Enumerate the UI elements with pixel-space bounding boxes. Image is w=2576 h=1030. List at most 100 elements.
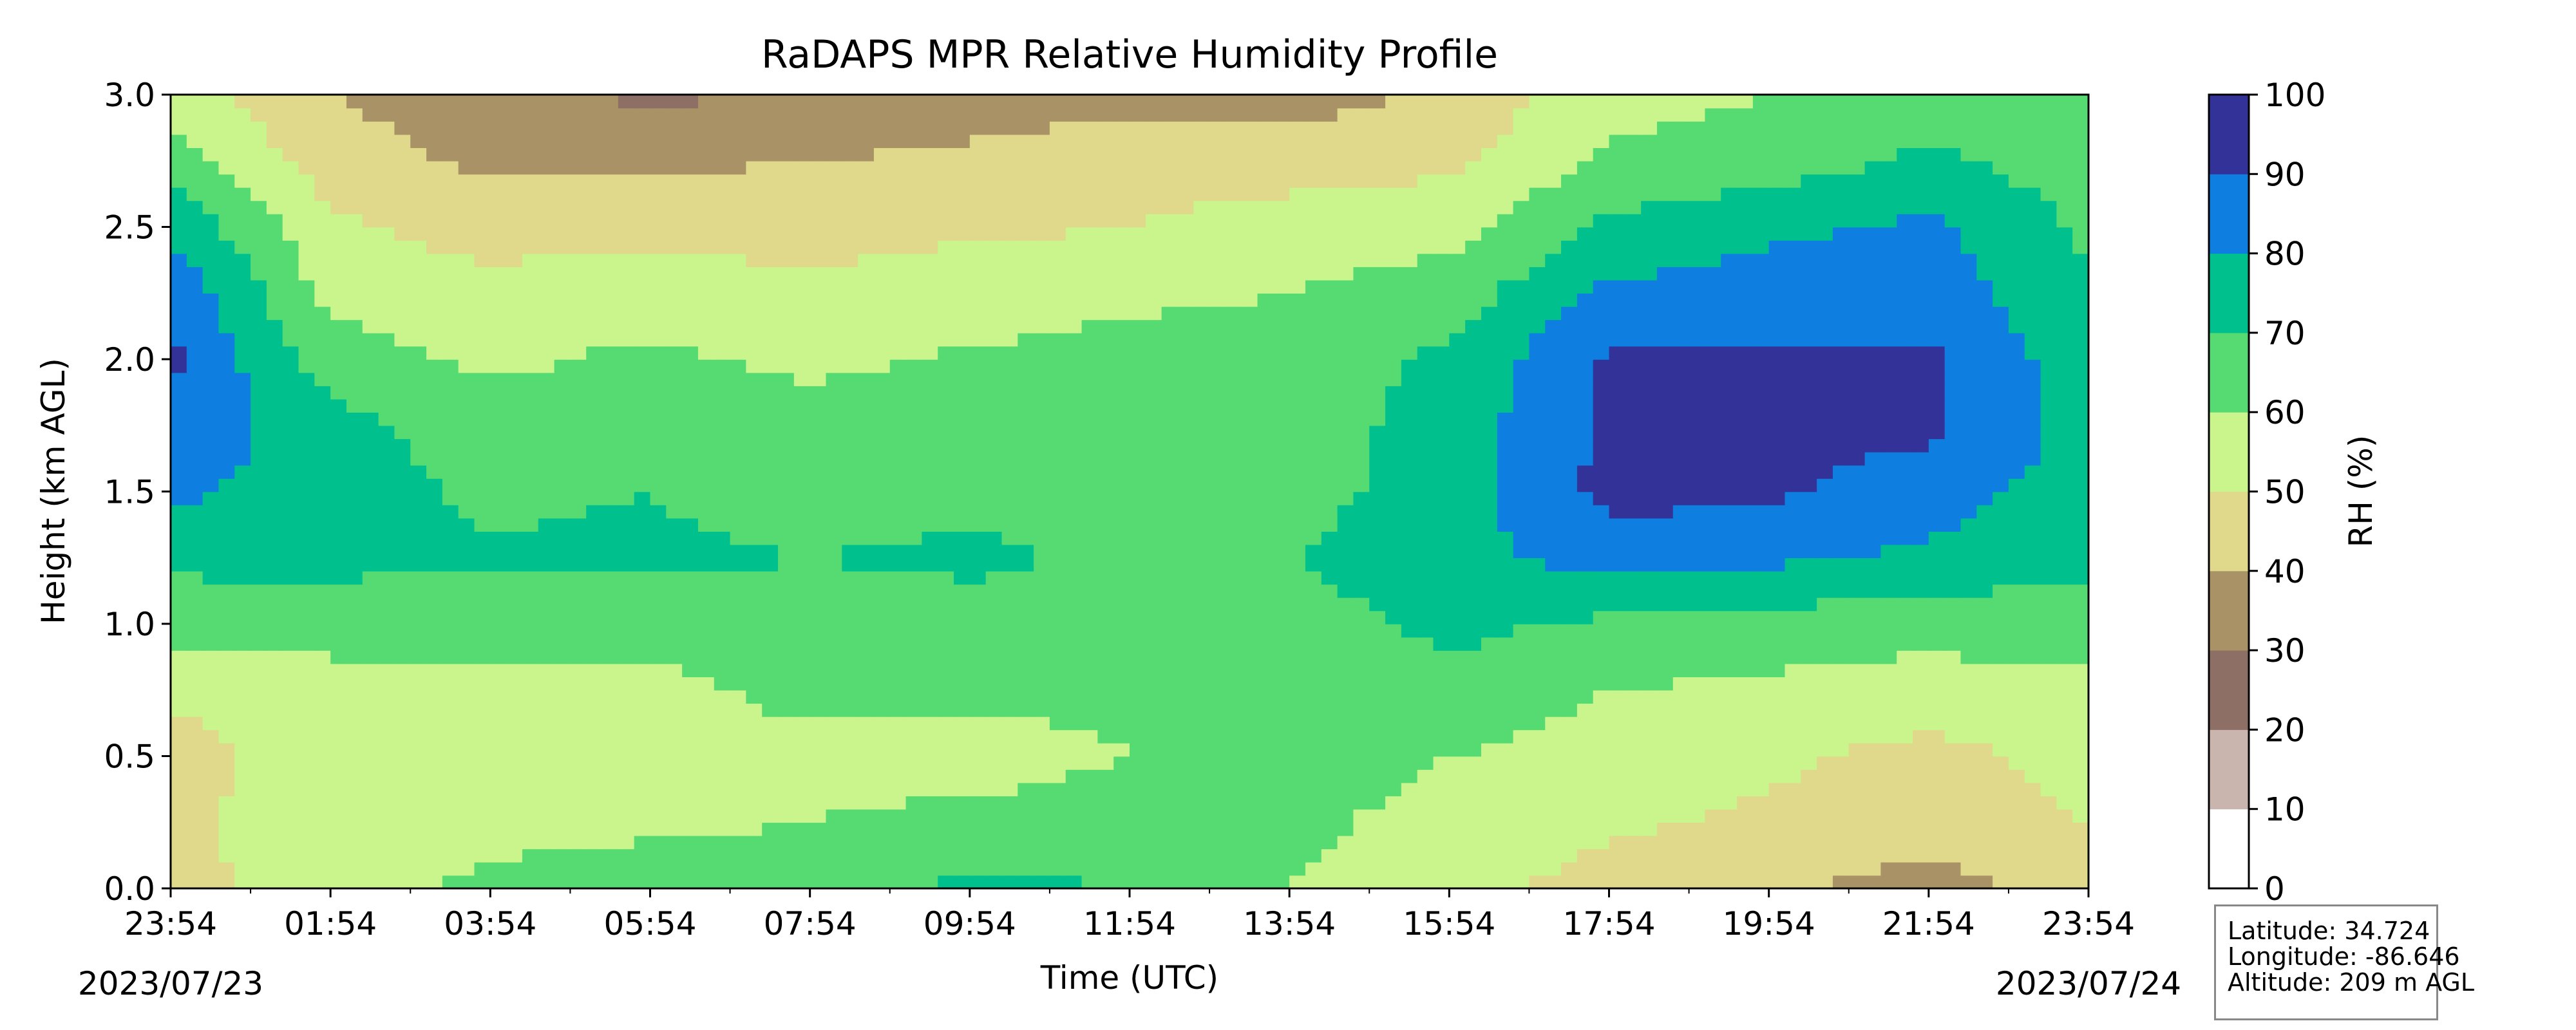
contour-cell xyxy=(697,875,715,888)
contour-cell xyxy=(410,570,427,585)
contour-cell xyxy=(1913,359,1929,373)
contour-cell xyxy=(522,398,539,413)
contour-cell xyxy=(1705,809,1722,823)
contour-cell xyxy=(746,703,763,717)
contour-cell xyxy=(842,610,858,624)
contour-cell xyxy=(1928,716,1946,731)
contour-cell xyxy=(1257,663,1274,677)
contour-cell xyxy=(1913,412,1929,426)
contour-cell xyxy=(1145,835,1162,850)
contour-cell xyxy=(1097,557,1114,572)
contour-cell xyxy=(858,689,875,704)
contour-cell xyxy=(1577,518,1594,532)
contour-cell xyxy=(1385,478,1402,492)
contour-cell xyxy=(1960,491,1978,505)
contour-cell xyxy=(842,346,858,360)
contour-cell xyxy=(938,610,954,624)
contour-cell xyxy=(873,689,891,704)
contour-cell xyxy=(1273,650,1290,664)
contour-cell xyxy=(1672,610,1690,624)
contour-cell xyxy=(442,716,459,731)
contour-cell xyxy=(1928,769,1946,783)
contour-cell xyxy=(378,822,395,836)
contour-cell xyxy=(954,544,971,559)
contour-cell xyxy=(1193,544,1210,559)
contour-cell xyxy=(474,624,491,638)
contour-cell xyxy=(1257,465,1274,479)
contour-cell xyxy=(1864,544,1882,559)
contour-cell xyxy=(618,398,635,413)
contour-cell xyxy=(1832,610,1850,624)
contour-cell xyxy=(1832,597,1850,612)
contour-cell xyxy=(1577,491,1594,505)
contour-cell xyxy=(1721,557,1738,572)
contour-cell xyxy=(186,478,204,492)
contour-cell xyxy=(458,637,475,651)
contour-cell xyxy=(1273,584,1290,598)
contour-cell xyxy=(251,518,267,532)
contour-cell xyxy=(826,769,843,783)
contour-cell xyxy=(1737,346,1754,360)
contour-cell xyxy=(714,425,731,440)
contour-cell xyxy=(1081,663,1099,677)
contour-cell xyxy=(314,438,331,453)
contour-cell xyxy=(1672,756,1690,770)
contour-cell xyxy=(730,796,747,810)
contour-cell xyxy=(378,663,395,677)
contour-cell xyxy=(1018,624,1034,638)
contour-cell xyxy=(1241,729,1258,744)
contour-cell xyxy=(1273,822,1290,836)
contour-cell xyxy=(1049,505,1066,519)
contour-cell xyxy=(714,465,731,479)
contour-cell xyxy=(1913,478,1929,492)
contour-cell xyxy=(730,412,747,426)
contour-cell xyxy=(1529,756,1546,770)
contour-cell xyxy=(266,742,283,757)
contour-cell xyxy=(1801,756,1817,770)
contour-cell xyxy=(1401,703,1418,717)
contour-cell xyxy=(762,505,779,519)
contour-cell xyxy=(1625,386,1642,400)
contour-cell xyxy=(1545,518,1562,532)
contour-cell xyxy=(873,505,891,519)
contour-cell xyxy=(1577,451,1594,466)
contour-cell xyxy=(2056,835,2073,850)
contour-cell xyxy=(1593,438,1610,453)
contour-cell xyxy=(410,398,427,413)
contour-cell xyxy=(346,346,363,360)
contour-cell xyxy=(1289,398,1306,413)
contour-cell xyxy=(1737,597,1754,612)
contour-cell xyxy=(266,505,283,519)
contour-cell xyxy=(282,425,299,440)
contour-cell xyxy=(1289,769,1306,783)
contour-cell xyxy=(442,412,459,426)
contour-cell xyxy=(171,677,187,691)
contour-cell xyxy=(1177,861,1195,876)
contour-cell xyxy=(682,610,699,624)
contour-cell xyxy=(1737,557,1754,572)
contour-cell xyxy=(442,438,459,453)
contour-cell xyxy=(234,597,251,612)
contour-cell xyxy=(1672,742,1690,757)
contour-cell xyxy=(1976,809,1993,823)
contour-cell xyxy=(458,689,475,704)
contour-cell xyxy=(506,557,523,572)
contour-cell xyxy=(1081,438,1099,453)
contour-cell xyxy=(1385,425,1402,440)
contour-cell xyxy=(1656,703,1674,717)
contour-cell xyxy=(202,677,220,691)
contour-cell xyxy=(1065,584,1083,598)
contour-cell xyxy=(1656,465,1674,479)
contour-cell xyxy=(1337,557,1354,572)
contour-cell xyxy=(810,742,827,757)
contour-cell xyxy=(474,372,491,386)
contour-cell xyxy=(1641,451,1658,466)
contour-cell xyxy=(1721,663,1738,677)
contour-cell xyxy=(330,465,347,479)
contour-cell xyxy=(1897,689,1913,704)
contour-cell xyxy=(1656,822,1674,836)
contour-cell xyxy=(586,650,603,664)
contour-cell xyxy=(1130,346,1146,360)
contour-cell xyxy=(282,359,299,373)
contour-cell xyxy=(889,438,907,453)
